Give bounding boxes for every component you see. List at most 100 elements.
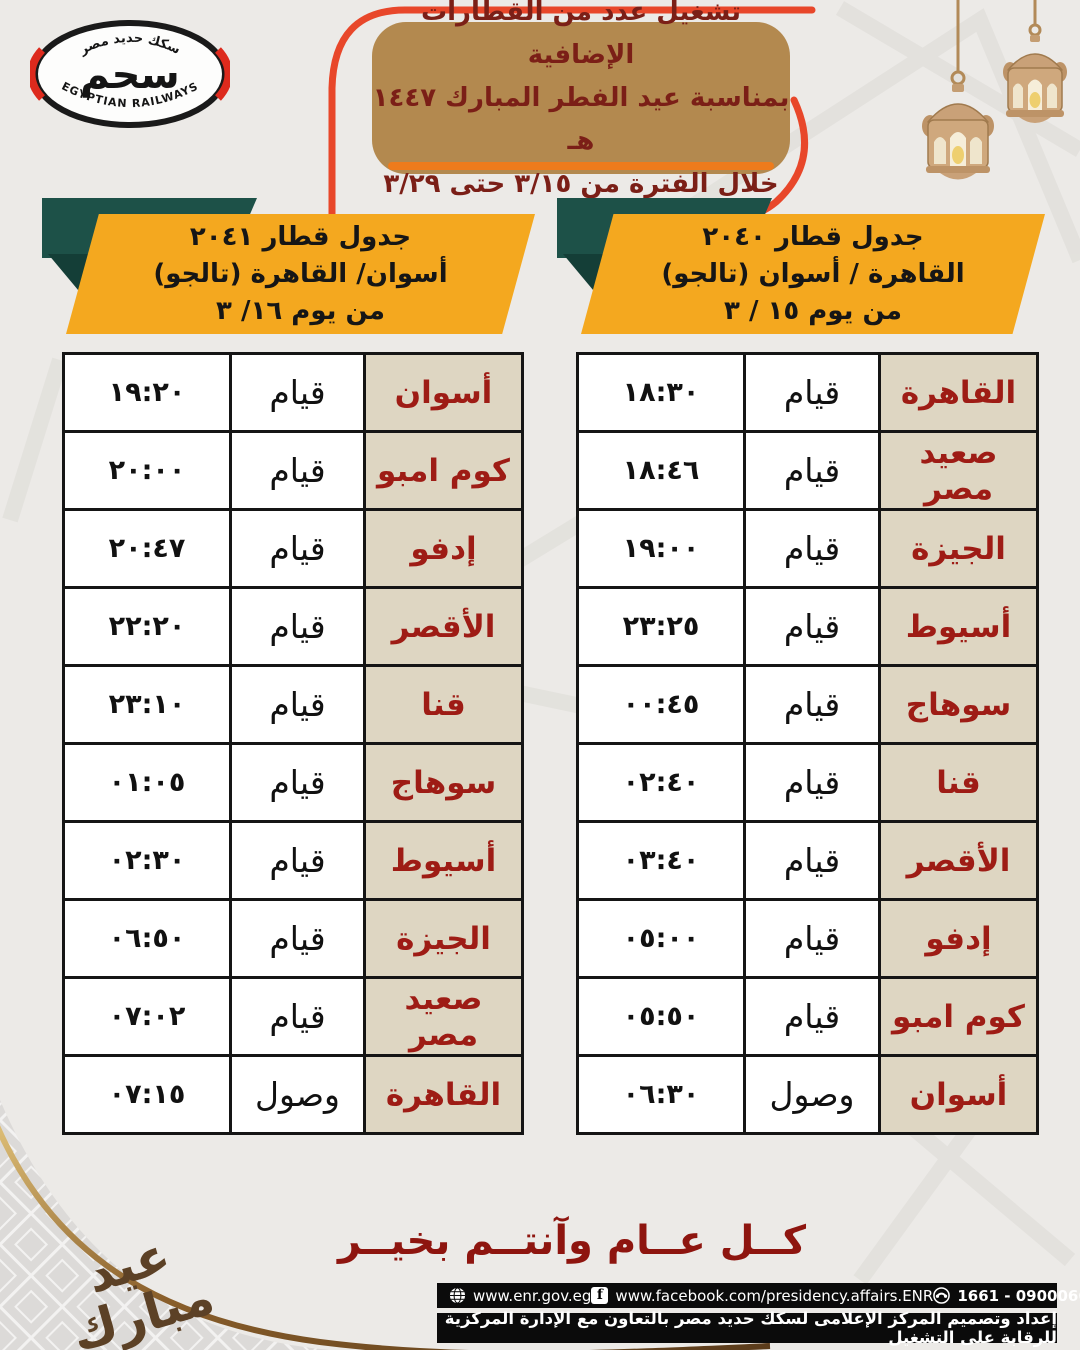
station-cell: صعيد مصر [363,976,524,1057]
station-cell: الأقصر [363,586,524,667]
banner-title: جدول قطار ٢٠٤٠ [702,221,924,252]
action-cell: قيام [229,976,366,1057]
action-cell: وصول [743,1054,881,1135]
action-cell: قيام [229,430,366,511]
table-row: أسيوط قيام ٢٣:٢٥ [576,586,1039,667]
table-row: سوهاج قيام ٠١:٠٥ [62,742,524,823]
action-cell: قيام [229,508,366,589]
poster-title-box: تشغيل عدد من القطارات الإضافية بمناسبة ع… [372,0,790,199]
schedule-table-train-2041: أسوان قيام ١٩:٢٠ كوم امبو قيام ٢٠:٠٠ إدف… [62,352,524,1135]
table-row: قنا قيام ٠٢:٤٠ [576,742,1039,823]
time-cell: ٢٢:٢٠ [62,586,232,667]
facebook-url: www.facebook.com/presidency.affairs.ENR [615,1286,934,1305]
time-cell: ٠٣:٤٠ [576,820,746,901]
action-cell: قيام [229,742,366,823]
phone-group: 1661 - 09000661 [933,1287,1080,1305]
time-cell: ١٨:٣٠ [576,352,746,433]
title-orange-underline [388,162,774,170]
time-cell: ٠٦:٣٠ [576,1054,746,1135]
table-row: كوم امبو قيام ٢٠:٠٠ [62,430,524,511]
action-cell: قيام [229,898,366,979]
train-2040-banner: جدول قطار ٢٠٤٠ القاهرة / أسوان (تالجو) م… [553,198,1045,338]
table-row: أسوان قيام ١٩:٢٠ [62,352,524,433]
station-cell: أسوان [878,1054,1039,1135]
time-cell: ١٩:٠٠ [576,508,746,589]
station-cell: القاهرة [363,1054,524,1135]
action-cell: قيام [743,742,881,823]
station-cell: الجيزة [363,898,524,979]
train-2041-banner: جدول قطار ٢٠٤١ أسوان/ القاهرة (تالجو) من… [38,198,535,338]
station-cell: قنا [363,664,524,745]
eid-wishes-text: كــل عــام وآنتــم بخيــر [337,1218,807,1264]
time-cell: ٢٠:٠٠ [62,430,232,511]
table-row: صعيد مصر قيام ٠٧:٠٢ [62,976,524,1057]
logo-red-arc-left [30,47,46,101]
action-cell: قيام [743,898,881,979]
facebook-group: f www.facebook.com/presidency.affairs.EN… [591,1287,933,1305]
table-row: إدفو قيام ٢٠:٤٧ [62,508,524,589]
station-cell: إدفو [363,508,524,589]
banner-date: من يوم ١٥ / ٣ [724,295,902,326]
station-cell: إدفو [878,898,1039,979]
time-cell: ٠٢:٣٠ [62,820,232,901]
action-cell: قيام [743,430,881,511]
phone-icon [933,1287,951,1304]
action-cell: قيام [743,976,881,1057]
time-cell: ٢٣:١٠ [62,664,232,745]
phone-numbers: 1661 - 09000661 [957,1286,1080,1305]
time-cell: ٠٦:٥٠ [62,898,232,979]
credit-text: إعداد وتصميم المركز الإعلامى لسكك حديد م… [444,1309,1057,1347]
banner-title: جدول قطار ٢٠٤١ [189,221,412,252]
station-cell: الأقصر [878,820,1039,901]
time-cell: ٢٣:٢٥ [576,586,746,667]
station-cell: كوم امبو [363,430,524,511]
facebook-icon: f [591,1287,609,1304]
time-cell: ٠٢:٤٠ [576,742,746,823]
action-cell: قيام [743,508,881,589]
action-cell: قيام [229,352,366,433]
footer-credit-bar: إعداد وتصميم المركز الإعلامى لسكك حديد م… [437,1309,1057,1347]
station-cell: سوهاج [878,664,1039,745]
action-cell: وصول [229,1054,366,1135]
table-row: القاهرة وصول ٠٧:١٥ [62,1054,524,1135]
globe-icon [449,1287,466,1304]
station-cell: قنا [878,742,1039,823]
time-cell: ١٩:٢٠ [62,352,232,433]
gold-swirl [0,1125,771,1350]
time-cell: ٠٥:٠٠ [576,898,746,979]
table-row: القاهرة قيام ١٨:٣٠ [576,352,1039,433]
action-cell: قيام [743,352,881,433]
station-cell: أسوان [363,352,524,433]
table-row: سوهاج قيام ٠٠:٤٥ [576,664,1039,745]
logo-red-arc-right [214,47,230,101]
action-cell: قيام [743,664,881,745]
title-line-2: بمناسبة عيد الفطر المبارك ١٤٤٧ هـ [372,82,790,156]
table-row: كوم امبو قيام ٠٥:٥٠ [576,976,1039,1057]
station-cell: الجيزة [878,508,1039,589]
title-line-1: تشغيل عدد من القطارات الإضافية [421,0,741,70]
station-cell: القاهرة [878,352,1039,433]
station-cell: أسيوط [363,820,524,901]
banner-yellow-plate: جدول قطار ٢٠٤٠ القاهرة / أسوان (تالجو) م… [581,214,1045,334]
lantern-icon [1003,0,1067,123]
action-cell: قيام [229,586,366,667]
time-cell: ٢٠:٤٧ [62,508,232,589]
banner-route: القاهرة / أسوان (تالجو) [661,258,965,289]
egyptian-railways-logo: سحم سكك حديد مصر EGYPTIAN RAILWAYS [30,20,230,128]
table-row: صعيد مصر قيام ١٨:٤٦ [576,430,1039,511]
table-row: الجيزة قيام ٠٦:٥٠ [62,898,524,979]
time-cell: ٠٥:٥٠ [576,976,746,1057]
table-row: الجيزة قيام ١٩:٠٠ [576,508,1039,589]
table-row: إدفو قيام ٠٥:٠٠ [576,898,1039,979]
schedule-table-train-2040: القاهرة قيام ١٨:٣٠ صعيد مصر قيام ١٨:٤٦ ا… [576,352,1039,1135]
station-cell: سوهاج [363,742,524,823]
time-cell: ٠١:٠٥ [62,742,232,823]
table-row: الأقصر قيام ٢٢:٢٠ [62,586,524,667]
banner-date: من يوم ١٦/ ٣ [216,295,385,326]
action-cell: قيام [743,586,881,667]
station-cell: كوم امبو [878,976,1039,1057]
table-row: الأقصر قيام ٠٣:٤٠ [576,820,1039,901]
table-row: قنا قيام ٢٣:١٠ [62,664,524,745]
table-row: أسيوط قيام ٠٢:٣٠ [62,820,524,901]
